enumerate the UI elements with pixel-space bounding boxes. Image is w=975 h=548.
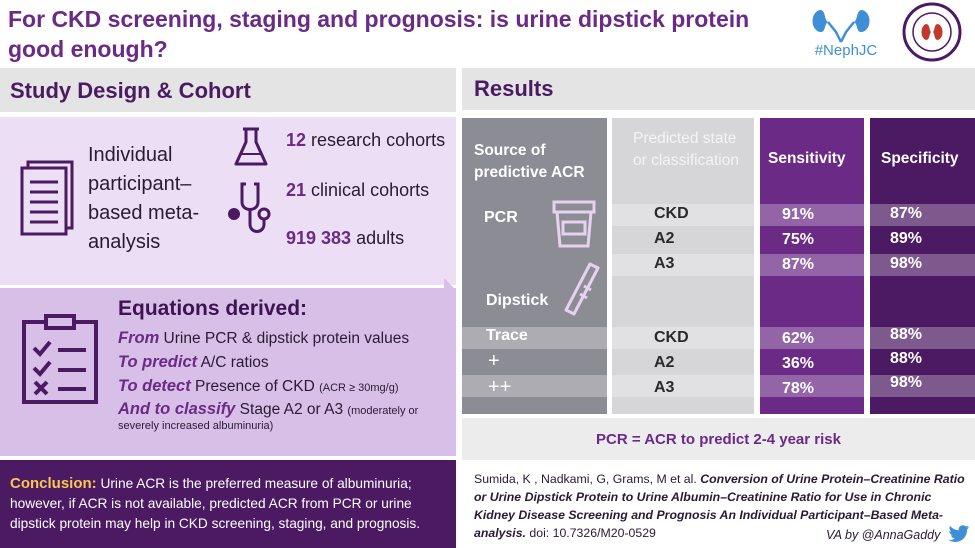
logo-group: [806, 2, 975, 64]
header-predicted: Predicted state or classification: [633, 130, 739, 169]
row-band: [462, 327, 975, 349]
column-predicted: [612, 118, 754, 414]
dipstick-row-specificity: 98%: [890, 374, 923, 391]
equation-line: From Urine PCR & dipstick protein values: [118, 329, 410, 347]
equation-line: And to classify Stage A2 or A3 (moderate…: [118, 400, 419, 432]
equation-line: To detect Presence of CKD (ACR ≥ 30mg/g): [118, 377, 399, 395]
header-specificity: Specificity: [881, 150, 959, 167]
cohort-adults: 919 383 adults: [286, 228, 405, 248]
note-box: [462, 418, 975, 460]
source-pcr-label: PCR: [484, 209, 518, 226]
pcr-row-state: A3: [654, 255, 675, 272]
header-source: Source of predictive ACR: [474, 142, 585, 181]
dipstick-row-specificity: 88%: [890, 350, 923, 367]
document-icon: [18, 160, 74, 241]
dipstick-row-source: ++: [488, 376, 512, 398]
results-section-title: Results: [474, 76, 554, 101]
urine-cup-icon: [552, 200, 596, 255]
row-band: [612, 254, 975, 276]
source-dipstick-label: Dipstick: [486, 292, 549, 309]
hashtag-label: #NephJC: [814, 42, 878, 59]
flask-icon: [232, 126, 270, 173]
section-arrow: [444, 278, 456, 302]
pcr-row-specificity: 87%: [890, 205, 923, 222]
dipstick-row-sensitivity: 78%: [782, 380, 815, 397]
column-specificity: [870, 118, 975, 414]
dipstick-row-state: CKD: [654, 329, 689, 346]
results-section-header: [462, 68, 975, 110]
pcr-row-sensitivity: 91%: [782, 206, 815, 223]
dipstick-row-sensitivity: 62%: [782, 330, 815, 347]
cohort-research: 12 research cohorts: [286, 130, 446, 150]
equations-title: Equations derived:: [118, 297, 308, 320]
pcr-row-specificity: 89%: [890, 230, 923, 247]
dipstick-row-source: +: [488, 350, 500, 372]
cohort-clinical: 21 clinical cohorts: [286, 180, 430, 200]
dipstick-row-state: A3: [654, 379, 675, 396]
study-section-header: [0, 68, 456, 112]
conclusion-text: Conclusion: Urine ACR is the preferred m…: [10, 475, 421, 531]
stethoscope-icon: [224, 180, 274, 243]
dipstick-row-specificity: 88%: [890, 326, 923, 343]
column-source: [462, 118, 607, 414]
pcr-row-state: CKD: [654, 205, 689, 222]
pcr-row-specificity: 98%: [890, 255, 923, 272]
column-sensitivity: [760, 118, 864, 414]
dipstick-row-source: Trace: [486, 327, 528, 344]
row-band: [612, 204, 975, 226]
pcr-row-sensitivity: 75%: [782, 231, 815, 248]
equation-line: To predict A/C ratios: [118, 353, 269, 371]
dipstick-row-state: A2: [654, 354, 675, 371]
study-panel: [0, 117, 456, 285]
twitter-bird-icon[interactable]: [948, 524, 970, 544]
clipboard-checklist-icon: [20, 312, 100, 411]
row-band: [462, 375, 975, 397]
kidney-logo-icon: [812, 2, 962, 62]
study-section-title: Study Design & Cohort: [10, 78, 251, 103]
page-title: For CKD screening, staging and prognosis…: [8, 6, 750, 62]
pcr-row-state: A2: [654, 230, 675, 247]
dipstick-row-sensitivity: 36%: [782, 355, 815, 372]
results-note: PCR = ACR to predict 2-4 year risk: [596, 431, 841, 448]
design-description: Individual participant–based meta-analys…: [88, 144, 200, 253]
credit-text: VA by @AnnaGaddy: [826, 528, 941, 542]
conclusion-box: [0, 460, 456, 548]
section-arrow: [444, 78, 456, 102]
dipstick-icon: [562, 262, 602, 323]
citation: Sumida, K , Nadkami, G, Grams, M et al. …: [474, 472, 965, 540]
pcr-row-sensitivity: 87%: [782, 256, 815, 273]
header-sensitivity: Sensitivity: [768, 150, 846, 167]
